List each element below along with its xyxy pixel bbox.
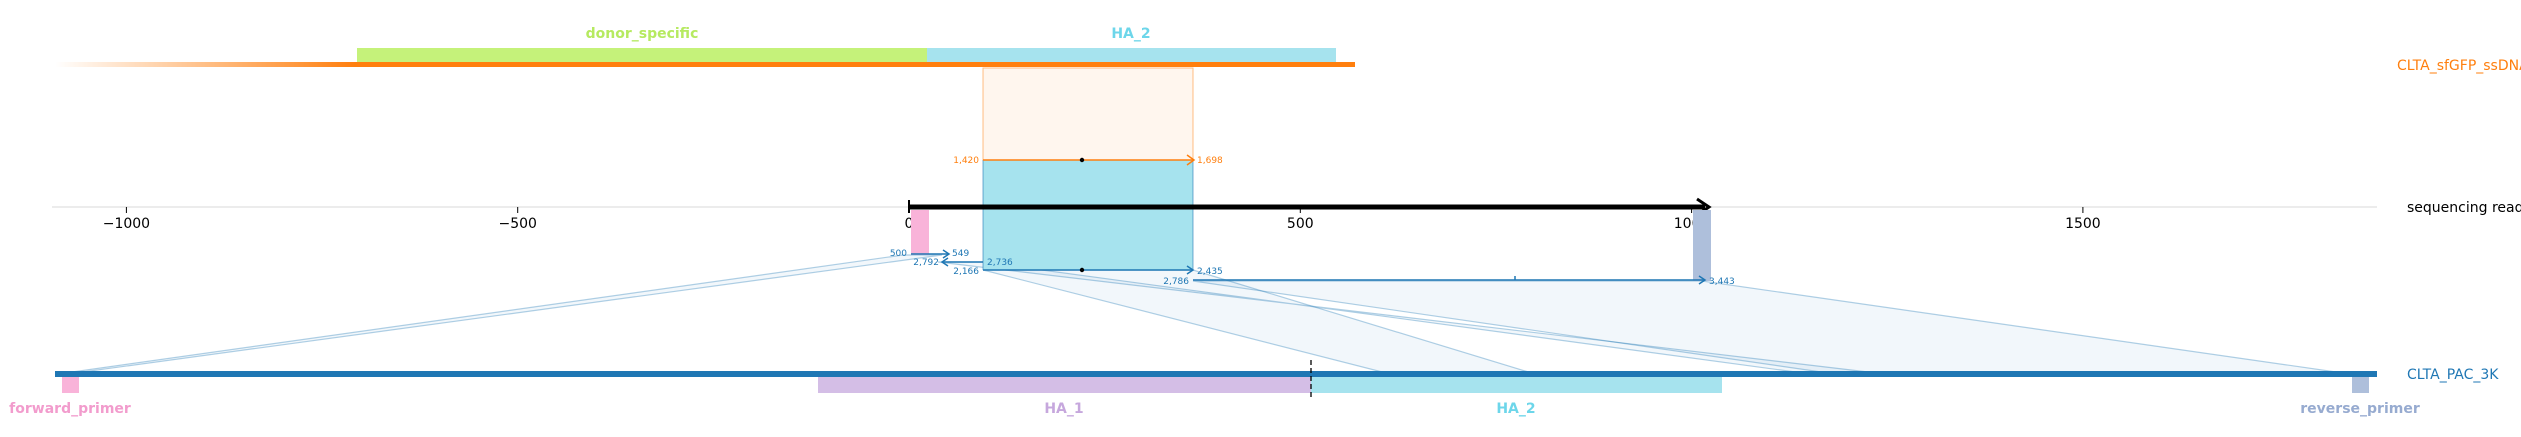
target-feature-label-HA_2: HA_2	[1496, 401, 1535, 417]
axis-tick-label: −1000	[103, 216, 150, 232]
donor-alignment-arrowhead	[1186, 154, 1196, 166]
target-alignment-2792-end: 2,736	[987, 258, 1013, 268]
target-alignment-2792-arrowhead	[940, 257, 949, 267]
axis-ticks: −1000 −500 0 500 1000 1500	[103, 207, 2101, 232]
target-alignment-2792-start: 2,792	[913, 258, 939, 268]
donor-alignment: 1,420 1,698	[953, 154, 1223, 166]
target-feature-HA_2	[1311, 377, 1722, 393]
donor-feature-donor_specific	[357, 48, 927, 62]
target-bar	[55, 371, 2377, 377]
target-feature-HA_1	[818, 377, 1311, 393]
target-alignment-2166-arrowhead	[1186, 265, 1195, 275]
ha2-read-overlay	[983, 160, 1193, 270]
target-feature-forward_primer	[62, 377, 79, 393]
target-alignment-500-start: 500	[890, 249, 907, 259]
target-alignment-2166-end: 2,435	[1197, 267, 1223, 277]
axis-tick-label: 500	[1287, 216, 1314, 232]
target-alignment-2786-start: 2,786	[1163, 277, 1189, 287]
target-alignments: 500 549 2,792 2,736 2,166 2,435 2,786 3,…	[890, 249, 1735, 287]
donor-bar	[355, 62, 1355, 67]
axis-tick-label: 1500	[2065, 216, 2101, 232]
read-axis: −1000 −500 0 500 1000 1500	[52, 206, 2377, 232]
target-alignment-500-end: 549	[952, 249, 969, 259]
read-reverse-primer	[1693, 210, 1711, 281]
target-feature-reverse_primer	[2352, 377, 2369, 393]
target-feature-label-HA_1: HA_1	[1044, 401, 1083, 417]
target-alignment-2786-end: 3,443	[1709, 277, 1735, 287]
target-alignment-2166-start: 2,166	[953, 267, 979, 277]
target-track-label: CLTA_PAC_3K	[2407, 367, 2499, 383]
donor-alignment-end: 1,698	[1197, 156, 1223, 166]
sequencing-read: sequencing read	[908, 197, 2521, 217]
fan-primer	[57, 254, 943, 375]
donor-projection-band	[982, 67, 1194, 161]
donor-projection	[982, 67, 1194, 270]
donor-feature-label-donor_specific: donor_specific	[586, 26, 699, 42]
donor-feature-HA_2	[927, 48, 1336, 62]
donor-alignment-midpoint	[1079, 157, 1085, 163]
read-forward-primer	[911, 210, 929, 255]
axis-tick-label: −500	[498, 216, 536, 232]
target-alignment-2166-midpoint	[1079, 267, 1085, 273]
target-alignment-2786-arrowhead	[1698, 275, 1707, 285]
target-feature-label-reverse_primer: reverse_primer	[2300, 401, 2420, 417]
axis-tick-label: 0	[905, 216, 914, 232]
read-track-label: sequencing read	[2407, 200, 2521, 216]
donor-fade	[55, 62, 355, 67]
target-feature-label-forward_primer: forward_primer	[9, 401, 131, 417]
donor-alignment-start: 1,420	[953, 156, 979, 166]
donor-track: donor_specific HA_2 CLTA_sfGFP_ssDNA	[55, 26, 2521, 74]
donor-track-label: CLTA_sfGFP_ssDNA	[2397, 58, 2521, 74]
target-alignment-500-arrowhead	[942, 249, 951, 259]
target-track: forward_primer HA_1 HA_2 reverse_primer …	[9, 360, 2499, 417]
target-connection-fans	[57, 254, 2351, 375]
donor-feature-label-HA_2: HA_2	[1111, 26, 1150, 42]
